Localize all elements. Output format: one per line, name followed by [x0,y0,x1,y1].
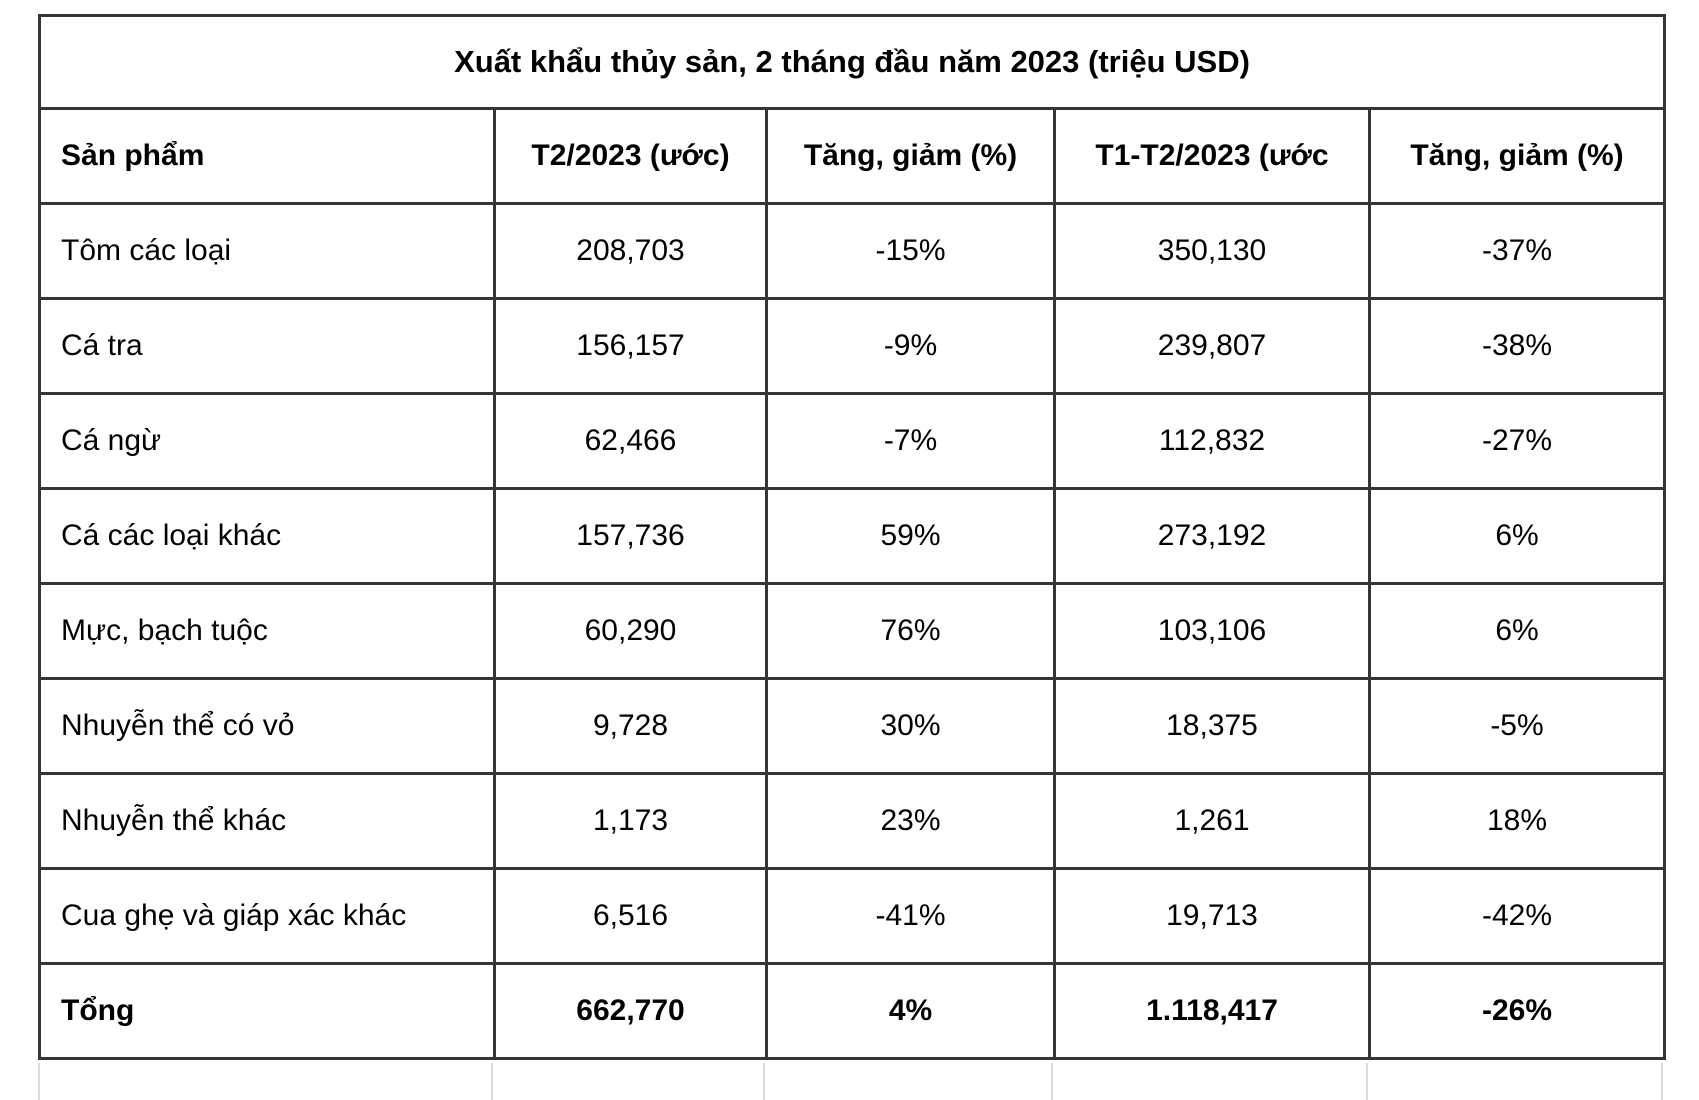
t2-value-cell: 60,290 [493,582,768,680]
t1t2-change-cell: -27% [1368,392,1666,490]
ghost-cell [493,1063,765,1100]
t1t2-value-cell: 1,261 [1053,772,1371,870]
t2-change-cell: -15% [765,202,1056,300]
table-title: Xuất khẩu thủy sản, 2 tháng đầu năm 2023… [38,14,1666,110]
t2-value-cell: 6,516 [493,867,768,965]
t2-change-cell: -7% [765,392,1056,490]
ghost-cell [38,1063,493,1100]
table-row: Cá các loại khác 157,736 59% 273,192 6% [38,487,1666,585]
t2-change-cell: 76% [765,582,1056,680]
total-t1t2-change-cell: -26% [1368,962,1666,1060]
product-cell: Mực, bạch tuộc [38,582,496,680]
header-row: Sản phẩm T2/2023 (ước) Tăng, giảm (%) T1… [38,107,1666,205]
t2-change-cell: 30% [765,677,1056,775]
product-cell: Nhuyễn thể khác [38,772,496,870]
t2-value-cell: 157,736 [493,487,768,585]
product-cell: Cá các loại khác [38,487,496,585]
table-row: Nhuyễn thể khác 1,173 23% 1,261 18% [38,772,1666,870]
table-row: Nhuyễn thể có vỏ 9,728 30% 18,375 -5% [38,677,1666,775]
t2-value-cell: 156,157 [493,297,768,395]
t1t2-value-cell: 103,106 [1053,582,1371,680]
t1t2-change-cell: -42% [1368,867,1666,965]
col-header-change-t1-t2: Tăng, giảm (%) [1368,107,1666,205]
product-cell: Cua ghẹ và giáp xác khác [38,867,496,965]
seafood-export-table: Xuất khẩu thủy sản, 2 tháng đầu năm 2023… [38,14,1666,1060]
total-t2-change-cell: 4% [765,962,1056,1060]
t1t2-change-cell: -37% [1368,202,1666,300]
table-row: Tôm các loại 208,703 -15% 350,130 -37% [38,202,1666,300]
t1t2-value-cell: 350,130 [1053,202,1371,300]
t1t2-change-cell: 6% [1368,487,1666,585]
title-row: Xuất khẩu thủy sản, 2 tháng đầu năm 2023… [38,14,1666,110]
table-row: Mực, bạch tuộc 60,290 76% 103,106 6% [38,582,1666,680]
product-cell: Cá tra [38,297,496,395]
t2-change-cell: -9% [765,297,1056,395]
ghost-row [38,1063,1663,1100]
ghost-cell [1053,1063,1368,1100]
product-cell: Tôm các loại [38,202,496,300]
col-header-product: Sản phẩm [38,107,496,205]
total-t1t2-value-cell: 1.118,417 [1053,962,1371,1060]
total-row: Tổng 662,770 4% 1.118,417 -26% [38,962,1666,1060]
t2-change-cell: -41% [765,867,1056,965]
t1t2-change-cell: 18% [1368,772,1666,870]
t1t2-value-cell: 112,832 [1053,392,1371,490]
t1t2-change-cell: -38% [1368,297,1666,395]
table-row: Cua ghẹ và giáp xác khác 6,516 -41% 19,7… [38,867,1666,965]
t1t2-value-cell: 273,192 [1053,487,1371,585]
t1t2-value-cell: 239,807 [1053,297,1371,395]
ghost-cell [1368,1063,1663,1100]
product-cell: Nhuyễn thể có vỏ [38,677,496,775]
total-t2-value-cell: 662,770 [493,962,768,1060]
t2-value-cell: 9,728 [493,677,768,775]
t1t2-change-cell: -5% [1368,677,1666,775]
col-header-change-t2: Tăng, giảm (%) [765,107,1056,205]
ghost-cell [765,1063,1053,1100]
t2-change-cell: 23% [765,772,1056,870]
t1t2-value-cell: 18,375 [1053,677,1371,775]
t2-value-cell: 1,173 [493,772,768,870]
table-row: Cá tra 156,157 -9% 239,807 -38% [38,297,1666,395]
product-cell: Cá ngừ [38,392,496,490]
t2-change-cell: 59% [765,487,1056,585]
table-row: Cá ngừ 62,466 -7% 112,832 -27% [38,392,1666,490]
col-header-t2-2023: T2/2023 (ước) [493,107,768,205]
total-label-cell: Tổng [38,962,496,1060]
t2-value-cell: 62,466 [493,392,768,490]
t1t2-value-cell: 19,713 [1053,867,1371,965]
t2-value-cell: 208,703 [493,202,768,300]
col-header-t1-t2-2023: T1-T2/2023 (ước [1053,107,1371,205]
t1t2-change-cell: 6% [1368,582,1666,680]
